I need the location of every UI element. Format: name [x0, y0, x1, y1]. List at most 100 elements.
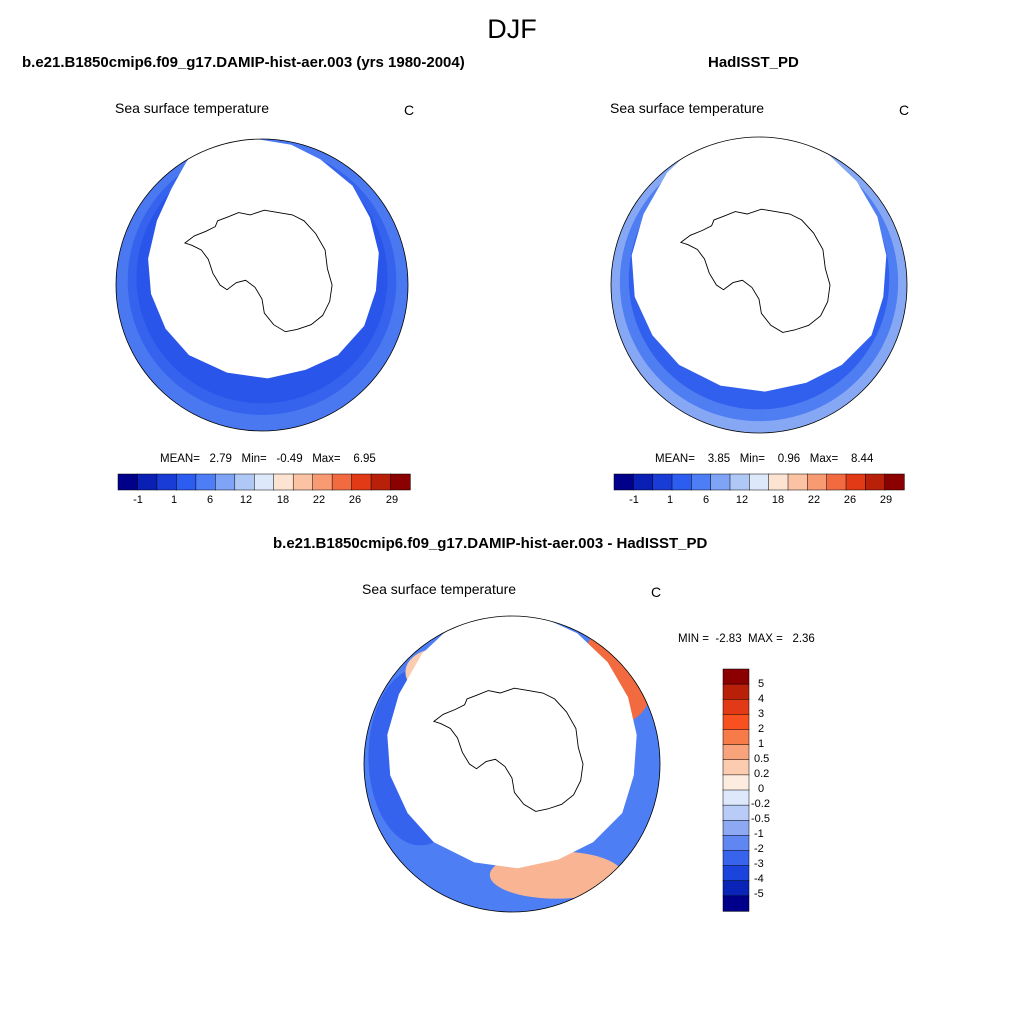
- panel-2-colorbar-ticks: -1 1 6 12 18 22 26 29: [614, 494, 904, 508]
- panel-3-tick: -5: [754, 888, 764, 900]
- colorbar-swatch: [722, 714, 750, 731]
- colorbar-swatch: [331, 473, 353, 491]
- colorbar-swatch: [137, 473, 158, 491]
- panel-1-mean-label: MEAN=: [160, 453, 200, 465]
- antarctica-coastline: [679, 208, 831, 333]
- panel-2-min-label: Min=: [739, 453, 765, 465]
- colorbar-swatch: [722, 835, 750, 852]
- panel-1-min-label: Min=: [241, 453, 267, 465]
- panel-1-tick: 26: [348, 494, 362, 506]
- colorbar-swatch: [722, 683, 750, 700]
- colorbar-swatch: [117, 473, 139, 491]
- panel-3-tick: 5: [758, 678, 765, 690]
- panel-1-tick: -1: [133, 494, 143, 506]
- panel-1-min-value: -0.49: [276, 453, 303, 465]
- panel-2-map: [610, 136, 908, 434]
- panel-1-colorbar: [117, 473, 411, 491]
- panel-3-map: [363, 615, 661, 913]
- colorbar-swatch: [156, 473, 178, 491]
- colorbar-swatch: [807, 473, 828, 491]
- panel-3-tick: 0.2: [754, 768, 770, 780]
- panel-3-min-label: MIN =: [678, 633, 709, 645]
- panel-1-title: b.e21.B1850cmip6.f09_g17.DAMIP-hist-aer.…: [22, 54, 465, 71]
- panel-1-mean-value: 2.79: [209, 453, 232, 465]
- colorbar-swatch: [652, 473, 673, 491]
- colorbar-swatch: [633, 473, 654, 491]
- antarctica-coastline: [183, 209, 333, 333]
- map-boundary: [363, 615, 661, 913]
- panel-2-subtitle: Sea surface temperature: [610, 100, 765, 116]
- colorbar-swatch: [722, 865, 750, 882]
- panel-3-stats: MIN = -2.83 MAX = 2.36: [678, 633, 815, 645]
- panel-3-min-value: -2.83: [715, 633, 742, 645]
- colorbar-swatch: [722, 820, 750, 837]
- panel-3-tick: -4: [754, 873, 764, 885]
- colorbar-swatch: [292, 473, 314, 491]
- colorbar-swatch: [370, 473, 392, 491]
- colorbar-swatch: [722, 744, 750, 761]
- panel-1-map: [115, 138, 409, 432]
- colorbar-swatch: [390, 473, 411, 491]
- colorbar-swatch: [729, 473, 750, 491]
- colorbar-swatch: [722, 759, 750, 776]
- panel-3-tick: 4: [758, 693, 765, 705]
- map-boundary: [115, 138, 409, 432]
- panel-2-tick: 1: [666, 494, 674, 506]
- colorbar-swatch: [312, 473, 333, 491]
- panel-2-tick: 18: [771, 494, 785, 506]
- panel-2-tick: -1: [629, 494, 639, 506]
- panel-2-max-label: Max=: [809, 453, 839, 465]
- colorbar-swatch: [254, 473, 275, 491]
- antarctica-coastline: [432, 687, 584, 812]
- panel-3-colorbar-ticks: 5 4 3 2 1 0.5 0.2 0 -0.2 -0.5 -1 -2 -3 -…: [751, 669, 798, 911]
- colorbar-swatch: [691, 473, 712, 491]
- panel-2-mean-value: 3.85: [707, 453, 731, 465]
- panel-1-stats: MEAN= 2.79 Min= -0.49 Max= 6.95: [160, 453, 376, 465]
- colorbar-swatch: [787, 473, 808, 491]
- colorbar-swatch: [722, 789, 750, 806]
- colorbar-swatch: [351, 473, 372, 491]
- panel-1-tick: 29: [385, 494, 399, 506]
- colorbar-swatch: [273, 473, 294, 491]
- map-boundary: [610, 136, 908, 434]
- colorbar-swatch: [749, 473, 770, 491]
- panel-2-colorbar: [613, 473, 905, 491]
- colorbar-swatch: [613, 473, 634, 491]
- panel-1-subtitle: Sea surface temperature: [115, 100, 270, 116]
- panel-2-tick: 6: [702, 494, 710, 506]
- panel-3-tick: 2: [758, 723, 765, 735]
- colorbar-swatch: [671, 473, 692, 491]
- colorbar-swatch: [884, 473, 905, 491]
- colorbar-swatch: [826, 473, 847, 491]
- panel-3-tick: 1: [758, 738, 765, 750]
- panel-2-max-value: 8.44: [850, 453, 874, 465]
- map-layer: [116, 139, 408, 431]
- panel-3-tick: -1: [754, 828, 764, 840]
- colorbar-swatch: [722, 668, 750, 685]
- panel-2-units: C: [899, 102, 910, 118]
- panel-3-max-label: MAX =: [748, 633, 783, 645]
- panel-2-tick: 22: [807, 494, 821, 506]
- colorbar-swatch: [722, 804, 750, 821]
- panel-2-title: HadISST_PD: [708, 54, 799, 71]
- panel-1-tick: 12: [239, 494, 253, 506]
- panel-3-tick: 3: [758, 708, 765, 720]
- panel-3-tick: 0: [758, 783, 765, 795]
- panel-2-tick: 29: [879, 494, 893, 506]
- panel-3-colorbar: [722, 668, 750, 912]
- map-layer: [364, 616, 660, 912]
- colorbar-swatch: [722, 729, 750, 746]
- panel-2-stats: MEAN= 3.85 Min= 0.96 Max= 8.44: [655, 453, 873, 465]
- panel-1-units: C: [404, 102, 415, 118]
- panel-3-tick: -0.2: [751, 798, 770, 810]
- colorbar-swatch: [865, 473, 886, 491]
- colorbar-swatch: [234, 473, 255, 491]
- panel-3-tick: -0.5: [751, 813, 770, 825]
- colorbar-swatch: [215, 473, 236, 491]
- panel-2-tick: 12: [735, 494, 749, 506]
- colorbar-swatch: [722, 895, 750, 912]
- map-layer: [611, 137, 907, 433]
- panel-2-min-value: 0.96: [777, 453, 801, 465]
- panel-3-subtitle: Sea surface temperature: [362, 581, 517, 597]
- colorbar-swatch: [845, 473, 866, 491]
